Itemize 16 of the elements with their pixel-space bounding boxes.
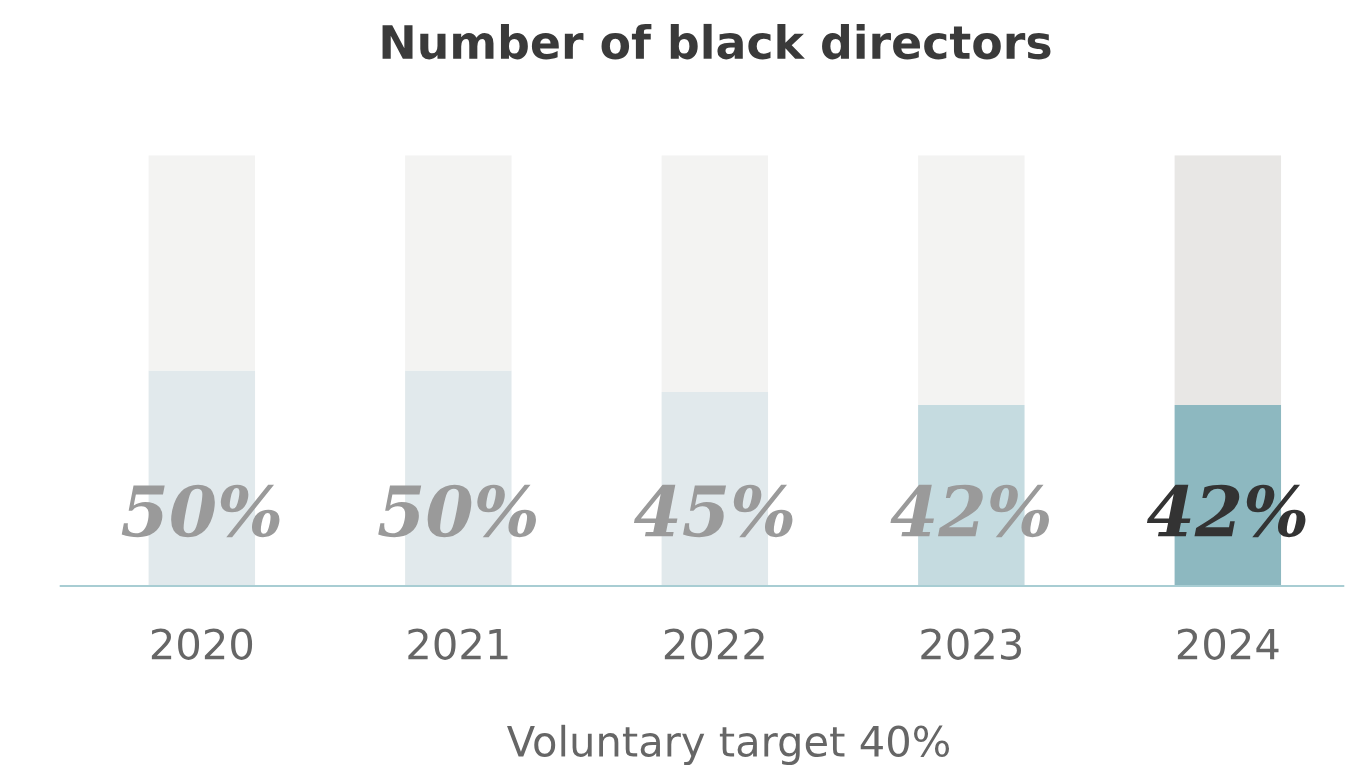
x-tick-label: 2021 <box>408 628 508 660</box>
bar <box>405 155 512 371</box>
bar <box>148 155 256 371</box>
x-tick-label: 2024 <box>1177 628 1279 660</box>
data-label: 45% <box>633 484 793 538</box>
chart-title: Number of black directors <box>382 23 1051 60</box>
data-label: 50% <box>121 484 280 538</box>
x-tick-label: 2023 <box>921 628 1021 660</box>
x-tick-label: 2022 <box>664 628 764 660</box>
text: Voluntary target 40% <box>507 724 950 766</box>
bar <box>1174 155 1282 406</box>
x-tick-label: 2020 <box>151 628 253 660</box>
data-label: 42% <box>890 484 1049 538</box>
data-label: 50% <box>378 484 536 538</box>
bar <box>661 155 769 393</box>
bar <box>918 155 1025 406</box>
